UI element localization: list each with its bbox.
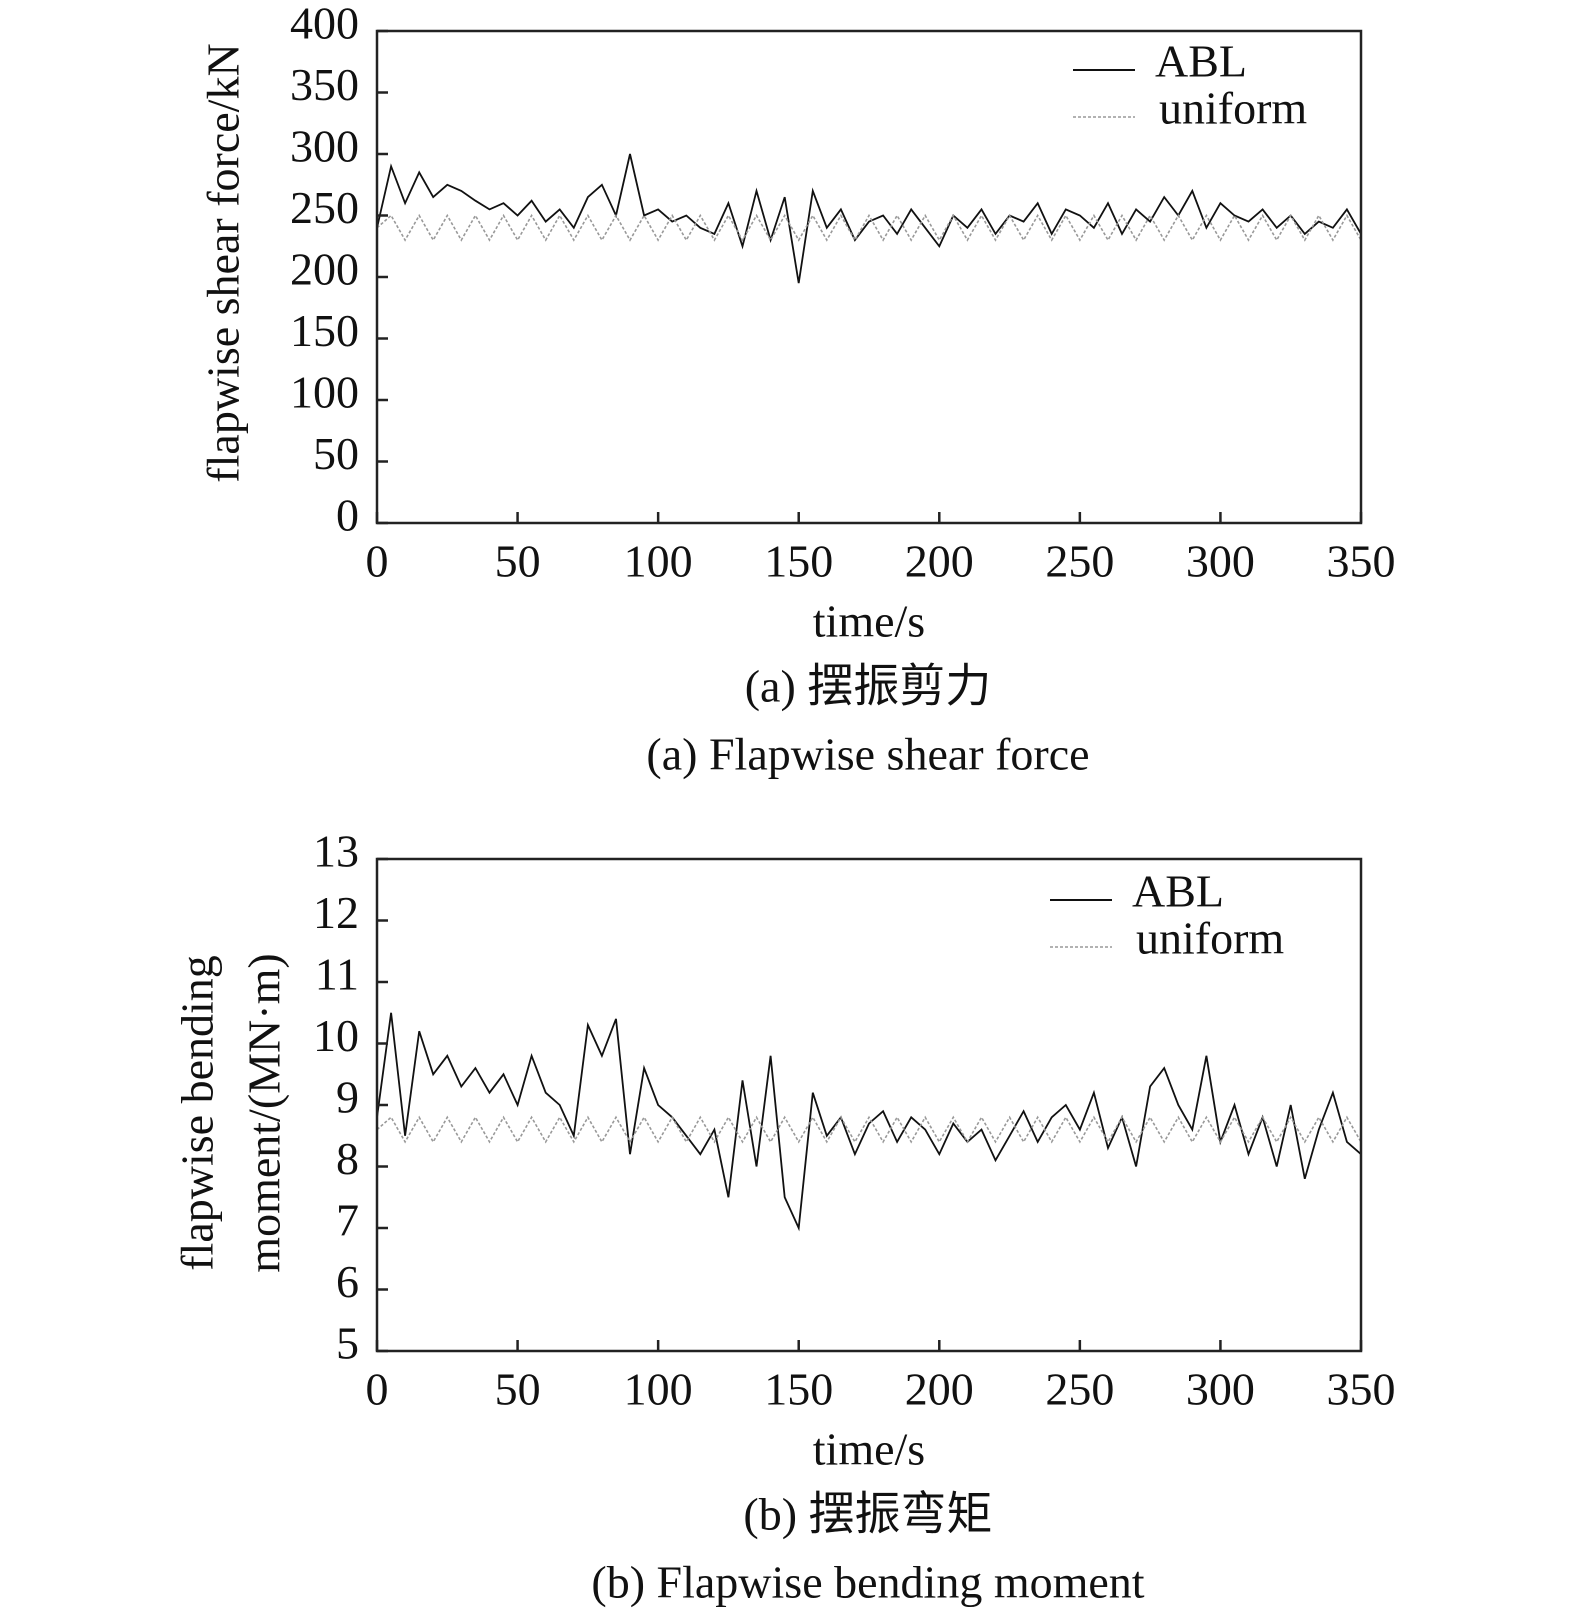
caption-en: (a) Flapwise shear force — [646, 729, 1089, 780]
y-axis-label: flapwise shear force/kN — [198, 43, 249, 482]
y-tick-label: 250 — [290, 182, 359, 233]
x-tick-label: 150 — [764, 1364, 833, 1415]
y-tick-label: 150 — [290, 305, 359, 356]
y-tick-label: 6 — [336, 1256, 359, 1307]
y-tick-label: 12 — [313, 887, 359, 938]
legend-label: ABL — [1155, 36, 1247, 87]
series-line — [376, 1115, 1362, 1144]
series-line — [376, 213, 1362, 242]
x-tick-label: 350 — [1327, 1364, 1396, 1415]
caption-zh: (a) 摆振剪力 — [745, 661, 992, 712]
x-tick-label: 300 — [1186, 536, 1255, 587]
x-tick-label: 300 — [1186, 1364, 1255, 1415]
y-tick-label: 300 — [290, 121, 359, 172]
y-tick-label: 8 — [336, 1133, 359, 1184]
x-tick-label: 200 — [905, 1364, 974, 1415]
legend-label: uniform — [1159, 83, 1307, 134]
x-tick-label: 150 — [764, 536, 833, 587]
x-tick-label: 100 — [624, 536, 693, 587]
x-tick-label: 50 — [495, 536, 541, 587]
y-tick-label: 0 — [336, 490, 359, 541]
x-axis-label: time/s — [813, 1424, 925, 1475]
x-tick-label: 250 — [1045, 536, 1114, 587]
x-tick-label: 0 — [366, 1364, 389, 1415]
y-tick-label: 100 — [290, 367, 359, 418]
caption-zh: (b) 摆振弯矩 — [743, 1489, 992, 1540]
y-axis-label: moment/(MN·m) — [239, 953, 290, 1272]
legend-label: ABL — [1132, 866, 1224, 917]
x-tick-label: 100 — [624, 1364, 693, 1415]
y-tick-label: 50 — [313, 428, 359, 479]
y-tick-label: 13 — [313, 826, 359, 877]
y-tick-label: 400 — [290, 0, 359, 49]
y-tick-label: 7 — [336, 1195, 359, 1246]
y-tick-label: 200 — [290, 244, 359, 295]
caption-en: (b) Flapwise bending moment — [591, 1557, 1144, 1608]
legend-label: uniform — [1136, 913, 1284, 964]
y-tick-label: 11 — [315, 949, 359, 1000]
x-axis-label: time/s — [813, 596, 925, 647]
y-axis-label: flapwise bending — [172, 955, 223, 1271]
x-tick-label: 350 — [1327, 536, 1396, 587]
x-tick-label: 250 — [1045, 1364, 1114, 1415]
x-tick-label: 200 — [905, 536, 974, 587]
series-line — [376, 153, 1362, 284]
series-line — [376, 1012, 1362, 1232]
y-tick-label: 9 — [336, 1072, 359, 1123]
y-tick-label: 350 — [290, 59, 359, 110]
x-tick-label: 50 — [495, 1364, 541, 1415]
x-tick-label: 0 — [366, 536, 389, 587]
y-tick-label: 5 — [336, 1318, 359, 1369]
y-tick-label: 10 — [313, 1010, 359, 1061]
